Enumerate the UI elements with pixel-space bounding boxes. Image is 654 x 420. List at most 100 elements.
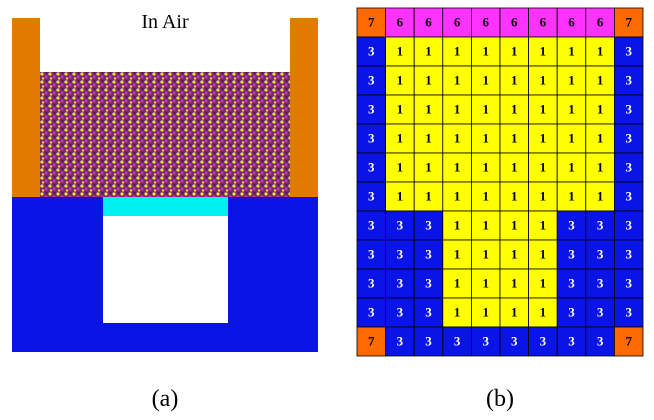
cell-value: 3 (368, 130, 375, 145)
cell-value: 1 (482, 217, 489, 232)
cell-value: 1 (454, 101, 461, 116)
cell-value: 3 (597, 217, 604, 232)
cell-value: 7 (625, 14, 632, 29)
cell-value: 1 (397, 43, 404, 58)
cell-value: 1 (511, 304, 518, 319)
cell-value: 6 (454, 14, 461, 29)
cell-value: 1 (397, 188, 404, 203)
cell-value: 6 (482, 14, 489, 29)
cell-value: 1 (425, 101, 432, 116)
cell-value: 1 (482, 188, 489, 203)
cell-value: 1 (511, 43, 518, 58)
right-wall (290, 18, 318, 198)
cell-value: 3 (397, 246, 404, 261)
cell-value: 1 (540, 188, 547, 203)
cell-value: 3 (568, 304, 575, 319)
cell-value: 1 (454, 188, 461, 203)
cell-value: 1 (511, 159, 518, 174)
cell-value: 3 (397, 304, 404, 319)
cell-value: 1 (454, 130, 461, 145)
caption: (a) (152, 386, 179, 412)
cell-value: 3 (625, 304, 632, 319)
cell-value: 3 (625, 188, 632, 203)
panel-b: (b) 766666666731111111133111111113311111… (357, 8, 643, 412)
cell-value: 1 (568, 159, 575, 174)
cell-value: 3 (425, 304, 432, 319)
caption: (b) (486, 386, 514, 412)
cell-value: 3 (597, 304, 604, 319)
cell-value: 6 (511, 14, 518, 29)
left-wall (12, 18, 40, 198)
cell-value: 1 (454, 304, 461, 319)
cell-value: 3 (568, 275, 575, 290)
cell-value: 1 (425, 43, 432, 58)
cell-value: 3 (368, 246, 375, 261)
cell-value: 1 (425, 188, 432, 203)
cell-value: 1 (540, 304, 547, 319)
cell-value: 1 (482, 43, 489, 58)
cell-value: 3 (368, 101, 375, 116)
cell-value: 1 (454, 159, 461, 174)
cell-value: 1 (454, 217, 461, 232)
cell-value: 1 (511, 101, 518, 116)
cell-value: 1 (540, 101, 547, 116)
cell-value: 3 (625, 246, 632, 261)
cell-value: 3 (368, 72, 375, 87)
cell-value: 1 (511, 217, 518, 232)
cell-value: 3 (568, 246, 575, 261)
cell-value: 1 (397, 72, 404, 87)
cell-value: 3 (625, 43, 632, 58)
cell-value: 1 (397, 101, 404, 116)
cell-value: 3 (368, 217, 375, 232)
cell-value: 7 (368, 14, 375, 29)
cell-value: 3 (454, 333, 461, 348)
cell-value: 1 (568, 130, 575, 145)
cell-value: 1 (425, 159, 432, 174)
cell-value: 3 (368, 159, 375, 174)
cell-value: 3 (625, 101, 632, 116)
cell-value: 1 (597, 159, 604, 174)
panel-a: In Air (a) (12, 11, 318, 412)
cell-value: 1 (482, 275, 489, 290)
cell-value: 3 (625, 159, 632, 174)
cell-value: 1 (597, 130, 604, 145)
cell-value: 6 (568, 14, 575, 29)
cell-value: 1 (454, 275, 461, 290)
cell-value: 3 (625, 72, 632, 87)
cell-value: 3 (625, 130, 632, 145)
cell-value: 1 (568, 101, 575, 116)
cell-value: 1 (540, 217, 547, 232)
cell-value: 3 (368, 43, 375, 58)
cell-value: 3 (397, 333, 404, 348)
panel-label: In Air (141, 11, 189, 33)
cell-value: 1 (540, 130, 547, 145)
cell-value: 1 (482, 246, 489, 261)
cell-value: 6 (597, 14, 604, 29)
cell-value: 1 (597, 43, 604, 58)
cell-value: 3 (397, 275, 404, 290)
cell-value: 3 (597, 246, 604, 261)
cell-value: 1 (540, 43, 547, 58)
cell-value: 1 (425, 72, 432, 87)
cell-value: 3 (597, 333, 604, 348)
cell-value: 1 (540, 246, 547, 261)
cell-value: 1 (540, 72, 547, 87)
cell-value: 1 (511, 188, 518, 203)
cell-value: 6 (425, 14, 432, 29)
cavity (103, 216, 228, 323)
cell-value: 3 (368, 188, 375, 203)
cell-value: 1 (568, 72, 575, 87)
figure: In Air (a) (b) 7666666667311111111331111… (0, 0, 654, 420)
cell-value: 1 (397, 159, 404, 174)
cell-value: 1 (425, 130, 432, 145)
cell-value: 3 (368, 304, 375, 319)
cell-value: 3 (625, 275, 632, 290)
cell-value: 3 (568, 333, 575, 348)
cell-value: 1 (568, 43, 575, 58)
cell-value: 3 (597, 275, 604, 290)
cell-value: 1 (511, 246, 518, 261)
cell-value: 1 (597, 101, 604, 116)
cell-value: 1 (454, 72, 461, 87)
cell-value: 3 (568, 217, 575, 232)
cell-value: 6 (540, 14, 547, 29)
